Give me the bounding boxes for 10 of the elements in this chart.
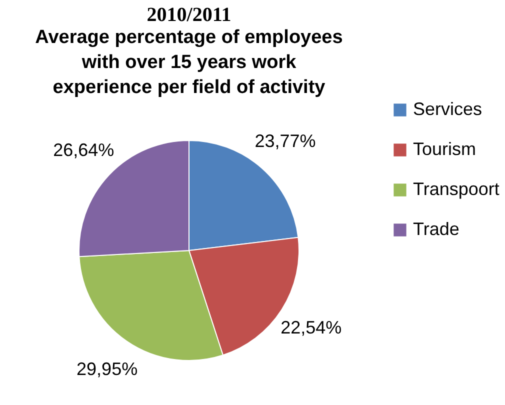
text: 2010/2011: [146, 4, 232, 26]
data-label: 22,54%: [280, 318, 342, 338]
legend-label: Transpoort: [413, 179, 500, 199]
chart-title: Average percentage of employees with over 15 years work experience per field of activity: [35, 27, 343, 98]
data-label: 23,77%: [254, 131, 316, 152]
data-label: 26,64%: [53, 140, 114, 160]
legend-label: Tourism: [413, 139, 476, 159]
data-label: 29,95%: [76, 359, 138, 380]
legend-label: Trade: [413, 219, 460, 239]
legend-label: Services: [413, 99, 482, 119]
